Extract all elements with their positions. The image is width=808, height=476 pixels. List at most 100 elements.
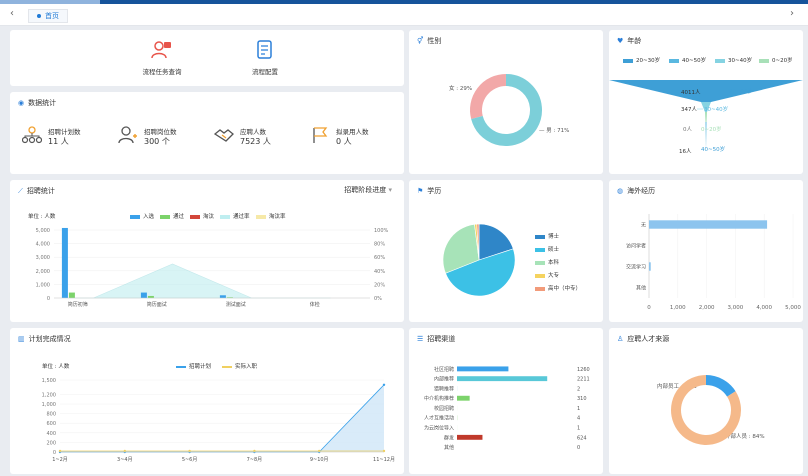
quick-links-card: 流程任务查询 流程配置 bbox=[10, 30, 404, 86]
x-tick-label: 1~2月 bbox=[52, 457, 68, 463]
funnel-segment bbox=[705, 122, 707, 150]
quick-link-process-query[interactable]: 流程任务查询 bbox=[127, 40, 197, 76]
plan-legend-item[interactable]: 招聘计划 bbox=[176, 362, 211, 370]
x-tick-label: 4,000 bbox=[756, 305, 772, 311]
plan-title: 计划完成情况 bbox=[28, 335, 71, 343]
rate-area bbox=[69, 263, 331, 299]
plan-card: ▥ 计划完成情况 单位 : 人数 招聘计划 实际入职 0 200 400 600 800 1… bbox=[10, 328, 404, 474]
source-title: 应聘人才来源 bbox=[627, 335, 670, 343]
x-tick-label: 9~10月 bbox=[310, 457, 329, 463]
quick-link-label: 流程配置 bbox=[252, 68, 278, 76]
plan-legend-item[interactable]: 实际入职 bbox=[222, 362, 257, 370]
pie-slice bbox=[442, 223, 480, 274]
education-legend-item[interactable]: 大专 bbox=[535, 271, 559, 279]
stat-value: 7523 人 bbox=[240, 137, 271, 146]
card-title: ⚥ 性别 bbox=[417, 36, 441, 46]
pie-slice bbox=[478, 223, 514, 261]
pie-slice bbox=[476, 223, 480, 261]
bar bbox=[140, 292, 147, 298]
bar-value-label: 4 bbox=[577, 416, 580, 422]
flag-icon bbox=[313, 127, 328, 143]
gender-label-female: 女 : 29% bbox=[449, 84, 472, 92]
gender-label-male: — 男 : 71% bbox=[539, 127, 569, 134]
age-legend-item[interactable]: 20~30岁 bbox=[623, 56, 660, 64]
document-edit-icon bbox=[257, 40, 272, 59]
x-tick-label: 测试面试 bbox=[226, 301, 246, 308]
age-title: 年龄 bbox=[627, 37, 642, 45]
source-card: ♙ 应聘人才来源 内部员工 : 16% 外部人员 : 84% bbox=[609, 328, 803, 474]
quick-link-process-config[interactable]: 流程配置 bbox=[230, 40, 300, 76]
y-tick-label: 2,000 bbox=[36, 269, 50, 275]
age-legend-item[interactable]: 40~50岁 bbox=[669, 56, 706, 64]
tab-back-button[interactable]: ‹ bbox=[10, 8, 14, 19]
card-title: ⚑ 学历 bbox=[417, 186, 441, 196]
y2-tick-label: 20% bbox=[374, 282, 385, 288]
recruit-legend-item[interactable]: 通过率 bbox=[220, 212, 250, 220]
tab-active-dot bbox=[37, 14, 41, 18]
legend-label: 30~40岁 bbox=[728, 58, 753, 64]
education-pie-chart bbox=[442, 223, 516, 297]
y-tick-label: 1,500 bbox=[42, 378, 56, 384]
stat-value: 11 人 bbox=[48, 137, 69, 146]
actual-point bbox=[318, 449, 321, 453]
education-legend-item[interactable]: 硕士 bbox=[535, 245, 559, 253]
bar-chart-icon: ▥ bbox=[18, 335, 25, 343]
age-legend-item[interactable]: 0~20岁 bbox=[759, 56, 793, 64]
education-legend-item[interactable]: 本科 bbox=[535, 258, 559, 266]
data-stats-title: 数据统计 bbox=[28, 99, 57, 107]
recruit-legend-item[interactable]: 入选 bbox=[130, 212, 154, 220]
actual-point bbox=[58, 449, 62, 453]
y-tick-label: 1,000 bbox=[42, 402, 56, 408]
x-tick-label: 体检 bbox=[310, 301, 320, 308]
x-tick-label: 1,000 bbox=[670, 305, 686, 311]
handshake-icon bbox=[214, 129, 234, 142]
funnel-segment bbox=[609, 80, 803, 102]
stat-label: 拟录用人数 bbox=[336, 128, 369, 136]
y-tick-label: 中介机构推荐 bbox=[424, 395, 454, 402]
recruit-legend-item[interactable]: 通过 bbox=[160, 212, 184, 220]
y-tick-label: 校园招聘 bbox=[434, 405, 454, 412]
tab-forward-button[interactable]: › bbox=[790, 8, 794, 19]
bar-value-label: 0 bbox=[577, 445, 580, 451]
bar bbox=[457, 366, 509, 372]
card-title: ▥ 计划完成情况 bbox=[18, 334, 71, 344]
dropdown-value: 招聘阶段进度 bbox=[344, 186, 387, 194]
y-tick-label: 0 bbox=[53, 450, 56, 456]
legend-label: 大专 bbox=[548, 273, 560, 279]
recruit-legend-item[interactable]: 淘汰率 bbox=[256, 212, 286, 220]
y-tick-label: 其他 bbox=[444, 444, 454, 451]
tab-home[interactable]: 首页 bbox=[28, 9, 68, 23]
legend-label: 通过 bbox=[173, 214, 185, 220]
x-tick-label: 简历面试 bbox=[147, 301, 167, 308]
stat-value: 300 个 bbox=[144, 137, 170, 146]
legend-label: 入选 bbox=[143, 214, 155, 220]
card-title: ♥ 年龄 bbox=[617, 36, 641, 46]
bar-value-label: 1 bbox=[577, 426, 580, 432]
bar-value-label: 310 bbox=[577, 396, 587, 402]
source-label-external: 外部人员 : 84% bbox=[725, 432, 765, 440]
y-tick-label: 600 bbox=[46, 421, 56, 427]
actual-point bbox=[188, 449, 191, 453]
bar bbox=[68, 292, 75, 298]
recruit-legend-item[interactable]: 淘汰 bbox=[190, 212, 214, 220]
source-label-internal: 内部员工 : 16% bbox=[657, 382, 697, 390]
recruit-stage-dropdown[interactable]: 招聘阶段进度 ▾ bbox=[344, 185, 392, 195]
gender-chart: 女 : 29% — 男 : 71% bbox=[449, 74, 569, 146]
bar-value-label: 1260 bbox=[577, 367, 590, 373]
y2-tick-label: 40% bbox=[374, 269, 385, 275]
bar bbox=[226, 297, 233, 298]
card-title: ☰ 招聘渠道 bbox=[417, 334, 455, 344]
education-legend-item[interactable]: 博士 bbox=[535, 232, 559, 240]
education-legend-item[interactable]: 高中（中专） bbox=[535, 284, 581, 292]
y2-tick-label: 80% bbox=[374, 242, 385, 248]
age-legend-item[interactable]: 30~40岁 bbox=[715, 56, 752, 64]
org-chart-icon bbox=[22, 126, 42, 144]
data-stats-card: ◉ 数据统计 招聘计划数 11 人 招聘岗位数 300 个 应聘人数 7523 人… bbox=[10, 92, 404, 174]
bar-value-label: 1 bbox=[577, 406, 580, 412]
x-tick-label: 7~8月 bbox=[247, 457, 263, 463]
bar bbox=[61, 227, 68, 298]
education-card: ⚑ 学历 博士 硕士 本科 大专 高中（中专） bbox=[409, 180, 603, 322]
y-tick-label: 群发 bbox=[444, 434, 454, 441]
gender-card: ⚥ 性别 女 : 29% — 男 : 71% bbox=[409, 30, 603, 174]
legend-label: 通过率 bbox=[233, 214, 250, 220]
